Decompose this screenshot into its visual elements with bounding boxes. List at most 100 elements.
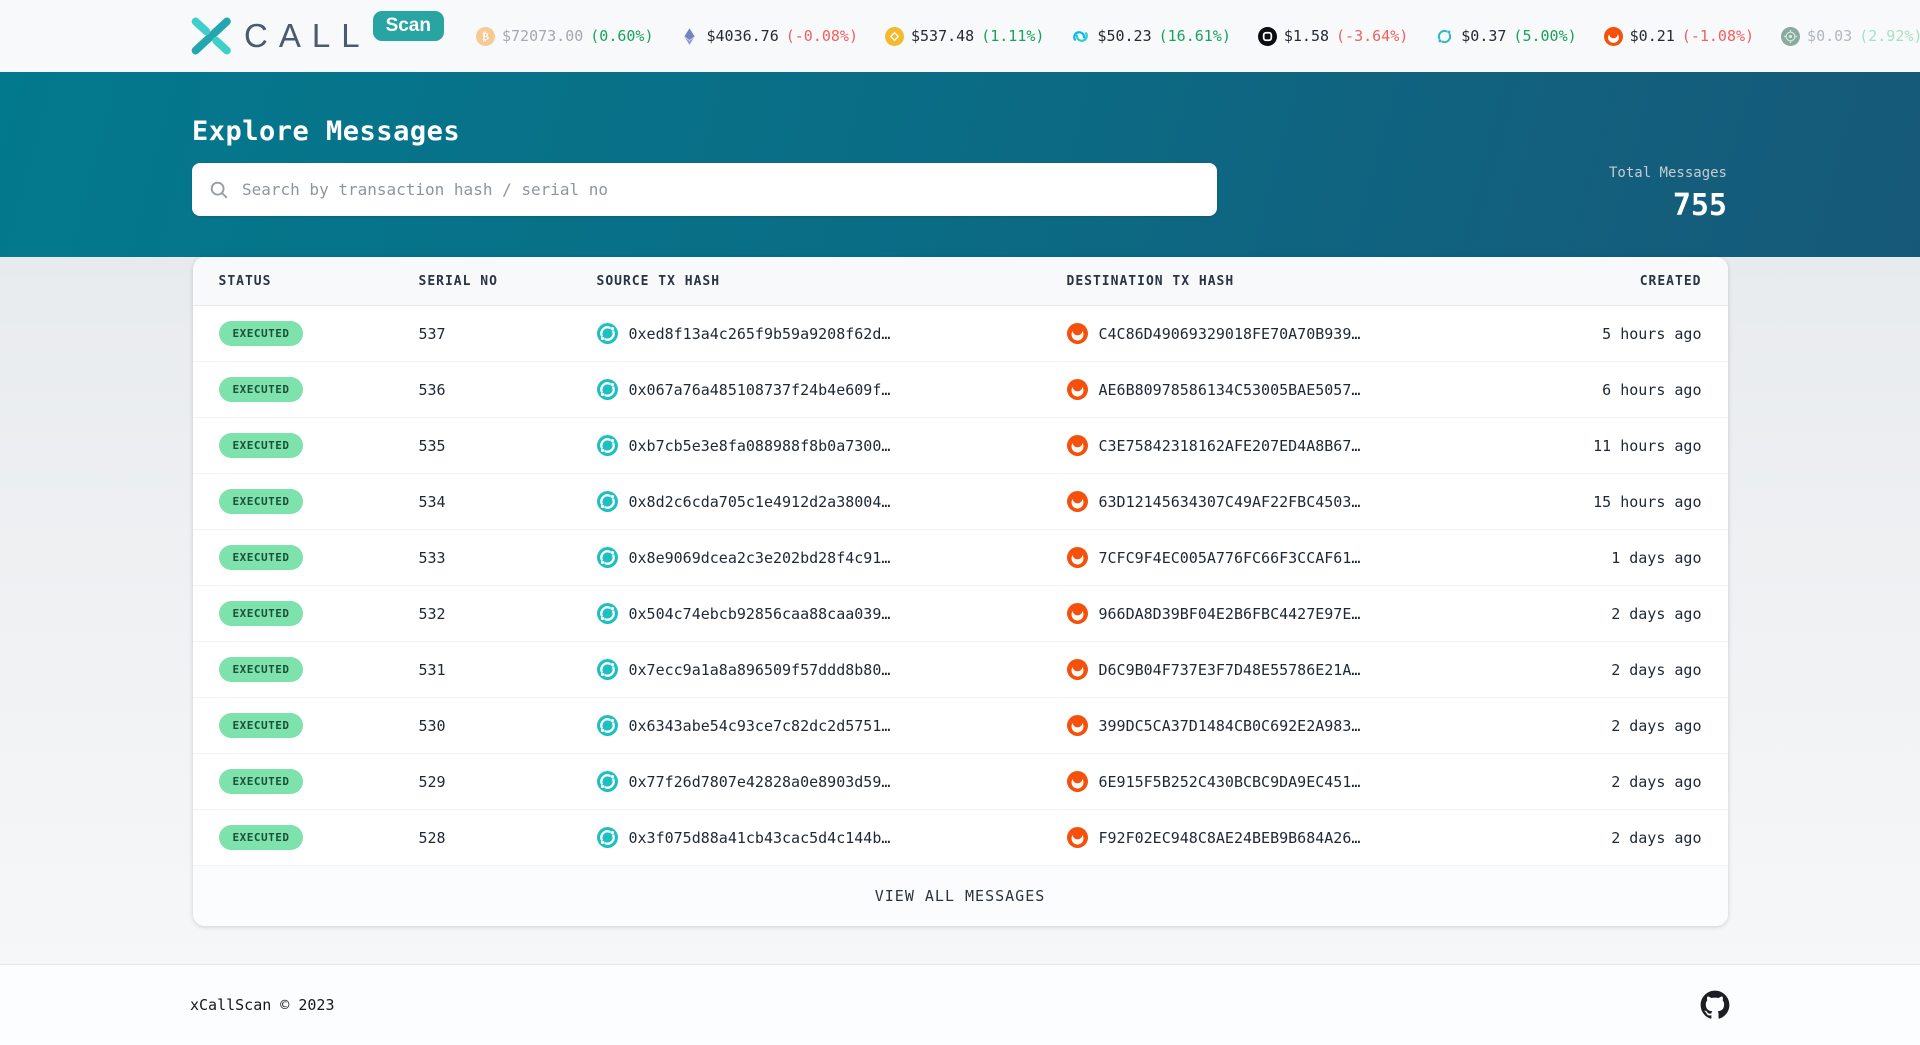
serial-no: 535: [418, 436, 446, 455]
status-badge: EXECUTED: [218, 377, 304, 402]
btc-icon: ₿: [475, 26, 495, 46]
serial-no: 529: [418, 772, 446, 791]
havah-icon: [1066, 715, 1088, 736]
table-row: EXECUTED 532 0x504c74ebcb92856caa88caa03…: [192, 586, 1728, 642]
havah-icon: [1066, 379, 1088, 400]
havah-icon: [1066, 323, 1088, 344]
ticker-cft: $0.03 (2.92%): [1781, 26, 1920, 46]
source-tx-hash-link[interactable]: 0x7ecc9a1a8a896509f57ddd8b80…: [596, 659, 1067, 680]
created-time: 15 hours ago: [1593, 492, 1702, 511]
ticker-hvh: $0.21 (-1.08%): [1603, 26, 1755, 46]
havah-icon: [1066, 603, 1088, 624]
icon-network-icon: [596, 603, 618, 624]
status-badge: EXECUTED: [218, 713, 304, 738]
created-time: 2 days ago: [1611, 828, 1702, 847]
created-time: 2 days ago: [1611, 660, 1702, 679]
icon-network-icon: [596, 323, 618, 344]
icon-network-icon: [596, 771, 618, 792]
scan-badge: Scan: [372, 11, 444, 41]
source-tx-hash-link[interactable]: 0x8e9069dcea2c3e202bd28f4c91…: [596, 547, 1067, 568]
source-tx-hash-link[interactable]: 0x067a76a485108737f24b4e609f…: [596, 379, 1067, 400]
serial-no: 534: [418, 492, 446, 511]
status-badge: EXECUTED: [218, 545, 304, 570]
source-tx-hash-link[interactable]: 0xb7cb5e3e8fa088988f8b0a7300…: [596, 435, 1067, 456]
created-time: 6 hours ago: [1602, 380, 1702, 399]
destination-tx-hash-link[interactable]: 966DA8D39BF04E2B6FBC4427E97E…: [1066, 603, 1552, 624]
xcallscan-logo[interactable]: CALL Scan: [190, 11, 444, 55]
ticker-change: (5.00%): [1513, 27, 1577, 45]
total-messages-value: 755: [1672, 188, 1727, 223]
destination-tx-hash-link[interactable]: 6E915F5B252C430BCBC9DA9EC451…: [1066, 771, 1552, 792]
col-source-tx-hash: SOURCE TX HASH: [596, 273, 721, 289]
eth-icon: [680, 27, 699, 46]
table-row: EXECUTED 530 0x6343abe54c93ce7c82dc2d575…: [192, 698, 1728, 754]
search-bar: [192, 163, 1217, 216]
messages-table-card: STATUS SERIAL NO SOURCE TX HASH DESTINAT…: [192, 257, 1728, 926]
destination-tx-hash-link[interactable]: 399DC5CA37D1484CB0C692E2A983…: [1066, 715, 1552, 736]
icon-network-icon: [596, 435, 618, 456]
total-messages-block: Total Messages 755: [1609, 163, 1727, 223]
ticker-change: (-1.08%): [1681, 27, 1755, 45]
created-time: 2 days ago: [1611, 604, 1702, 623]
page-title: Explore Messages: [192, 116, 461, 147]
havah-icon: [1066, 491, 1088, 512]
destination-tx-hash-link[interactable]: C4C86D49069329018FE70A70B939…: [1066, 323, 1552, 344]
havah-icon: [1066, 659, 1088, 680]
table-row: EXECUTED 528 0x3f075d88a41cb43cac5d4c144…: [192, 810, 1728, 866]
serial-no: 536: [418, 380, 446, 399]
top-navbar: CALL Scan ₿ $72073.00 (0.60%) $4036.76 (…: [0, 0, 1920, 72]
table-row: EXECUTED 534 0x8d2c6cda705c1e4912d2a3800…: [192, 474, 1728, 530]
source-tx-hash-link[interactable]: 0x504c74ebcb92856caa88caa039…: [596, 603, 1067, 624]
ticker-inj: $50.23 (16.61%): [1071, 27, 1231, 46]
ticker-price: $50.23: [1097, 27, 1152, 45]
table-header-row: STATUS SERIAL NO SOURCE TX HASH DESTINAT…: [192, 257, 1728, 306]
col-destination-tx-hash: DESTINATION TX HASH: [1066, 273, 1235, 289]
col-serial-no: SERIAL NO: [418, 273, 498, 289]
serial-no: 537: [418, 324, 446, 343]
cft-icon: [1781, 26, 1801, 46]
hvh-icon: [1603, 26, 1623, 46]
icx-icon: [1435, 27, 1454, 46]
total-messages-label: Total Messages: [1608, 165, 1727, 181]
destination-tx-hash-link[interactable]: C3E75842318162AFE207ED4A8B67…: [1066, 435, 1552, 456]
havah-icon: [1066, 771, 1088, 792]
destination-tx-hash-link[interactable]: D6C9B04F737E3F7D48E55786E21A…: [1066, 659, 1552, 680]
table-row: EXECUTED 537 0xed8f13a4c265f9b59a9208f62…: [192, 306, 1728, 362]
ticker-arch: $1.58 (-3.64%): [1257, 26, 1408, 46]
ticker-price: $0.03: [1807, 27, 1853, 45]
status-badge: EXECUTED: [218, 321, 304, 346]
xcall-x-icon: [190, 17, 234, 55]
created-time: 2 days ago: [1611, 772, 1702, 791]
ticker-price: $0.21: [1629, 27, 1675, 45]
source-tx-hash-link[interactable]: 0x6343abe54c93ce7c82dc2d5751…: [596, 715, 1067, 736]
source-tx-hash-link[interactable]: 0x8d2c6cda705c1e4912d2a38004…: [596, 491, 1067, 512]
table-row: EXECUTED 531 0x7ecc9a1a8a896509f57ddd8b8…: [192, 642, 1728, 698]
ticker-price: $537.48: [910, 27, 975, 45]
created-time: 2 days ago: [1611, 716, 1702, 735]
status-badge: EXECUTED: [218, 657, 304, 682]
table-row: EXECUTED 535 0xb7cb5e3e8fa088988f8b0a730…: [192, 418, 1728, 474]
status-badge: EXECUTED: [218, 769, 304, 794]
search-icon: [208, 179, 230, 201]
view-all-messages-button[interactable]: VIEW ALL MESSAGES: [192, 866, 1728, 926]
source-tx-hash-link[interactable]: 0x3f075d88a41cb43cac5d4c144b…: [596, 827, 1067, 848]
ticker-change: (1.11%): [981, 27, 1045, 45]
serial-no: 530: [418, 716, 446, 735]
destination-tx-hash-link[interactable]: 63D12145634307C49AF22FBC4503…: [1066, 491, 1552, 512]
source-tx-hash-link[interactable]: 0x77f26d7807e42828a0e8903d59…: [596, 771, 1067, 792]
ticker-price: $4036.76: [706, 27, 779, 45]
ticker-icx: $0.37 (5.00%): [1435, 27, 1577, 46]
col-created: CREATED: [1639, 273, 1702, 289]
table-body: EXECUTED 537 0xed8f13a4c265f9b59a9208f62…: [192, 306, 1728, 866]
status-badge: EXECUTED: [218, 825, 304, 850]
search-input[interactable]: [240, 179, 1201, 200]
destination-tx-hash-link[interactable]: 7CFC9F4EC005A776FC66F3CCAF61…: [1066, 547, 1552, 568]
table-row: EXECUTED 536 0x067a76a485108737f24b4e609…: [192, 362, 1728, 418]
page-footer: xCallScan © 2023: [0, 965, 1920, 1045]
source-tx-hash-link[interactable]: 0xed8f13a4c265f9b59a9208f62d…: [596, 323, 1067, 344]
destination-tx-hash-link[interactable]: AE6B80978586134C53005BAE5057…: [1066, 379, 1552, 400]
destination-tx-hash-link[interactable]: F92F02EC948C8AE24BEB9B684A26…: [1066, 827, 1552, 848]
price-ticker-bar: ₿ $72073.00 (0.60%) $4036.76 (-0.08%) $5…: [475, 26, 1920, 46]
ticker-price: $72073.00: [501, 27, 584, 45]
github-icon[interactable]: [1700, 990, 1730, 1020]
